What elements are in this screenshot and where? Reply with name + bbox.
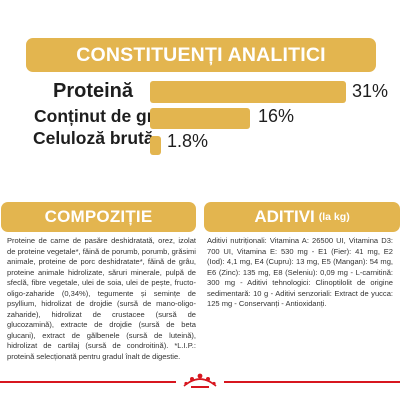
fat-content-value: 16%: [258, 106, 295, 126]
analytic-constituents-title: CONSTITUENȚI ANALITICI: [76, 43, 326, 66]
composition-title: COMPOZIȚIE: [44, 207, 153, 226]
crude-fibre-bar: [150, 136, 161, 155]
additives-header: ADITIVI (la kg): [204, 202, 400, 232]
footer-red-line-right: [224, 381, 400, 383]
protein-value: 31%: [352, 81, 389, 101]
additives-text: Aditivi nutriționali: Vitamina A: 26500 …: [207, 236, 393, 308]
royal-canin-crown-icon: [178, 370, 222, 392]
composition-header: COMPOZIȚIE: [1, 202, 196, 232]
additives-title: ADITIVI: [254, 207, 315, 226]
crude-fibre-label: Celuloză brută: [33, 128, 154, 148]
fat-content-bar: [150, 108, 250, 129]
analytic-constituents-header: CONSTITUENȚI ANALITICI: [26, 38, 376, 72]
composition-text: Proteine de carne de pasăre deshidratată…: [7, 236, 196, 361]
protein-label: Proteină: [53, 80, 134, 102]
footer-red-line-left: [0, 381, 176, 383]
additives-unit: (la kg): [318, 211, 350, 223]
protein-bar: [150, 81, 346, 103]
crude-fibre-value: 1.8%: [167, 131, 209, 151]
